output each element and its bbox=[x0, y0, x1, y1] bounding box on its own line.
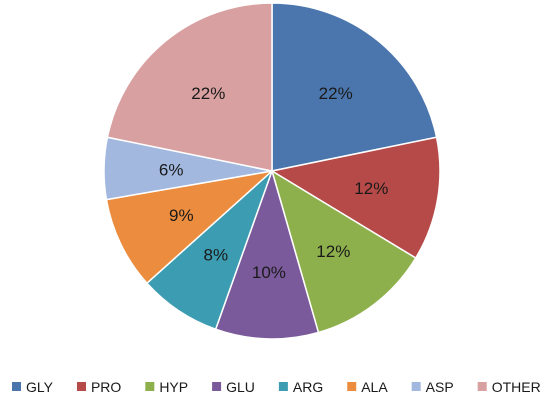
legend-swatch-other bbox=[477, 382, 487, 391]
legend-swatch-pro bbox=[76, 382, 86, 391]
slice-label-ala: 9% bbox=[169, 206, 194, 225]
pie-slice-hyp bbox=[270, 169, 417, 334]
slice-label-pro: 12% bbox=[354, 179, 388, 198]
slices-layer bbox=[103, 2, 441, 340]
legend-label-arg: ARG bbox=[293, 379, 323, 395]
slice-label-glu: 10% bbox=[252, 263, 286, 282]
slice-label-arg: 8% bbox=[204, 246, 229, 265]
legend-label-pro: PRO bbox=[91, 379, 121, 395]
slice-label-gly: 22% bbox=[319, 84, 353, 103]
legend-swatch-ala bbox=[347, 382, 357, 391]
pie-slice-pro bbox=[269, 136, 441, 260]
slice-label-asp: 6% bbox=[159, 160, 184, 179]
legend-label-gly: GLY bbox=[26, 379, 54, 395]
pie-slice-gly bbox=[271, 2, 438, 172]
pie-slice-glu bbox=[214, 168, 320, 340]
legend-swatch-gly bbox=[12, 382, 21, 391]
legend-label-hyp: HYP bbox=[159, 379, 188, 395]
legend-swatch-glu bbox=[212, 382, 222, 391]
slice-label-other: 22% bbox=[191, 84, 225, 103]
pie-slice-ala bbox=[105, 169, 275, 285]
legend-label-ala: ALA bbox=[361, 379, 388, 395]
slice-labels-layer: 22% 12% 12% 10% 8% 9% 6% 22% bbox=[159, 84, 388, 282]
legend-swatch-asp bbox=[411, 382, 421, 391]
legend-label-glu: GLU bbox=[226, 379, 255, 395]
pie-slice-other bbox=[106, 2, 273, 172]
legend-label-other: OTHER bbox=[492, 379, 541, 395]
legend-swatch-arg bbox=[278, 382, 288, 391]
legend-swatch-hyp bbox=[145, 382, 155, 391]
legend-label-asp: ASP bbox=[426, 379, 454, 395]
legend: GLY PRO HYP GLU ARG ALA ASP OTHER bbox=[12, 379, 541, 395]
slice-label-hyp: 12% bbox=[316, 242, 350, 261]
